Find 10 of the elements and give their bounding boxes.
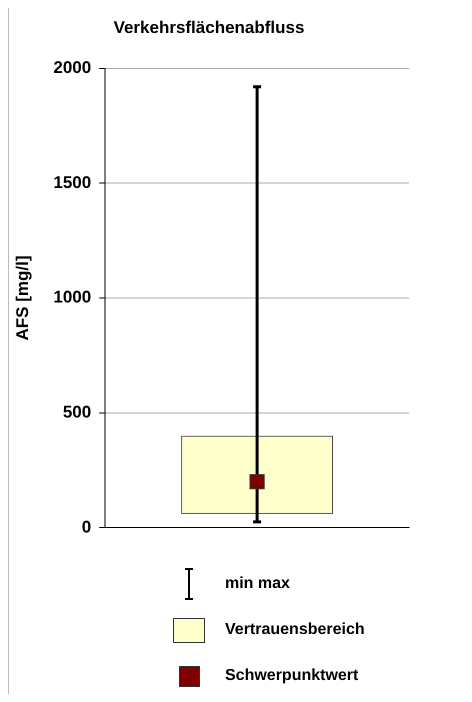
y-tick-label: 0 (82, 517, 92, 536)
y-tick-label: 1000 (53, 288, 92, 307)
legend-label: Vertrauensbereich (225, 621, 365, 639)
y-axis-title: AFS [mg/l] (12, 256, 32, 340)
y-tick-label: 1500 (53, 172, 92, 192)
y-tick-label: 2000 (53, 58, 92, 78)
chart-title: Verkehrsflächenabfluss (114, 18, 304, 37)
y-tick-label: 500 (62, 402, 92, 422)
text: min max (225, 575, 290, 593)
legend-label: Schwerpunktwert (225, 667, 358, 685)
